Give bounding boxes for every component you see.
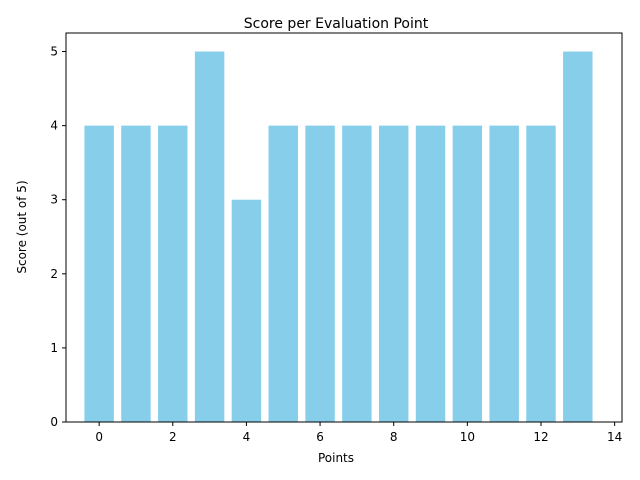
plot-frame	[65, 32, 623, 423]
x-tick-label-14: 14	[607, 430, 622, 444]
y-axis-label: Score (out of 5)	[15, 180, 29, 273]
bar-8	[378, 125, 409, 422]
y-tick-label-5: 5	[50, 45, 58, 59]
x-tick-label-8: 8	[390, 430, 398, 444]
bar-13	[563, 51, 593, 423]
bar-9	[415, 125, 446, 422]
bar-12	[526, 125, 556, 422]
bar-3	[194, 51, 225, 423]
bar-0	[84, 125, 114, 422]
x-tick-label-0: 0	[95, 430, 103, 444]
x-tick-label-10: 10	[460, 430, 475, 444]
x-axis-label: Points	[318, 451, 354, 465]
bar-7	[342, 125, 372, 422]
chart-title: Score per Evaluation Point	[244, 16, 429, 32]
y-tick-label-2: 2	[50, 267, 58, 281]
x-tick-label-12: 12	[533, 430, 548, 444]
x-tick-label-4: 4	[243, 430, 251, 444]
bar-2	[158, 125, 188, 422]
bar-11	[489, 125, 519, 422]
bar-10	[452, 125, 483, 422]
y-tick-label-4: 4	[50, 119, 58, 133]
x-tick-label-6: 6	[316, 430, 324, 444]
x-axis: 0 2 4 6 8 10 12 14	[95, 422, 622, 444]
bar-4	[231, 199, 262, 422]
bar-5	[268, 125, 298, 422]
y-tick-label-1: 1	[50, 341, 58, 355]
bars-group	[84, 51, 593, 423]
bar-1	[121, 125, 151, 422]
y-tick-label-3: 3	[50, 193, 58, 207]
y-tick-label-0: 0	[50, 415, 58, 429]
x-tick-label-2: 2	[169, 430, 177, 444]
bar-6	[305, 125, 335, 422]
y-axis: 0 1 2 3 4 5	[50, 45, 66, 429]
